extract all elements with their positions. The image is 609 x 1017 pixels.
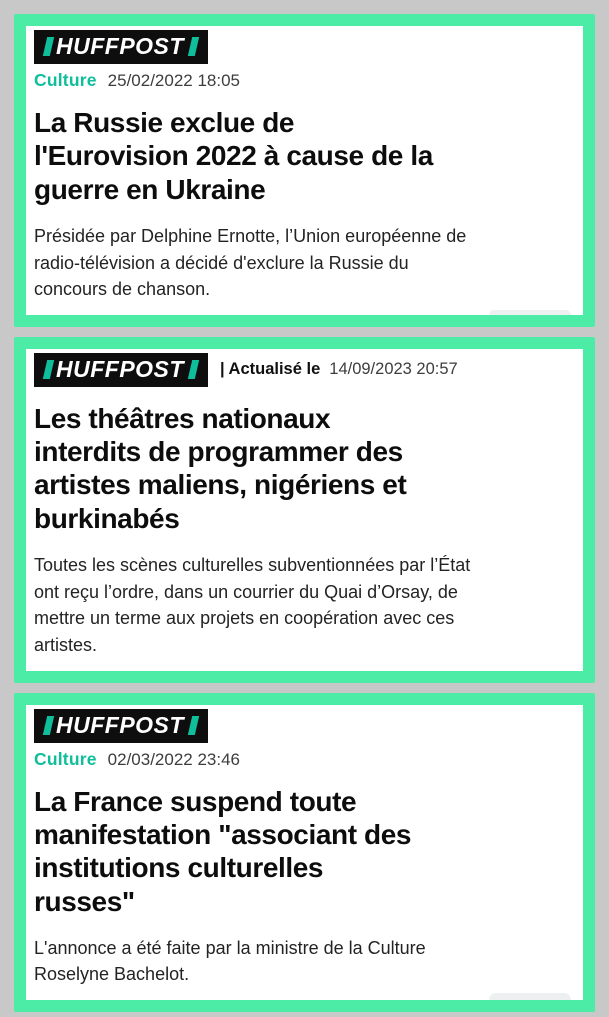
article-card-body: HUFFPOST | Actualisé le 14/09/2023 20:57…: [26, 348, 583, 671]
article-card-body: HUFFPOST Culture 25/02/2022 18:05 La Rus…: [26, 26, 583, 315]
logo-slash-left-icon: [42, 359, 55, 379]
faint-overlay-artifact: [489, 993, 571, 1001]
logo-row: HUFFPOST: [34, 29, 575, 64]
article-headline[interactable]: La France suspend toute manifestation "a…: [34, 785, 412, 917]
logo-text: HUFFPOST: [56, 711, 184, 738]
article-date: 14/09/2023 20:57: [329, 360, 458, 379]
article-description: Présidée par Delphine Ernotte, l’Union e…: [34, 225, 467, 300]
category-link[interactable]: Culture: [34, 748, 97, 769]
article-description: L'annonce a été faite par la ministre de…: [34, 937, 426, 985]
article-headline[interactable]: Les théâtres nationaux interdits de prog…: [34, 402, 407, 534]
logo-slash-right-icon: [187, 715, 200, 735]
logo-slash-right-icon: [187, 37, 200, 56]
huffpost-logo[interactable]: HUFFPOST: [34, 708, 208, 743]
article-card-theatres[interactable]: HUFFPOST | Actualisé le 14/09/2023 20:57…: [14, 336, 595, 683]
faint-overlay-artifact: [489, 309, 571, 315]
logo-slash-right-icon: [187, 359, 200, 379]
logo-row: HUFFPOST | Actualisé le 14/09/2023 20:57: [34, 352, 575, 387]
logo-slash-left-icon: [42, 715, 55, 735]
updated-label: | Actualisé le: [219, 360, 321, 379]
logo-row: HUFFPOST: [34, 708, 575, 743]
category-link[interactable]: Culture: [34, 70, 97, 90]
article-meta: Culture 02/03/2022 23:46: [34, 749, 575, 770]
article-description: Toutes les scènes culturelles subvention…: [34, 555, 471, 655]
article-card-eurovision[interactable]: HUFFPOST Culture 25/02/2022 18:05 La Rus…: [14, 14, 595, 327]
logo-text: HUFFPOST: [56, 355, 184, 382]
article-date: 02/03/2022 23:46: [107, 749, 241, 769]
logo-slash-left-icon: [42, 37, 55, 56]
article-date: 25/02/2022 18:05: [107, 71, 241, 90]
huffpost-logo[interactable]: HUFFPOST: [34, 352, 208, 387]
article-card-france-suspend[interactable]: HUFFPOST Culture 02/03/2022 23:46 La Fra…: [14, 692, 595, 1013]
article-card-body: HUFFPOST Culture 02/03/2022 23:46 La Fra…: [26, 704, 583, 1001]
article-headline[interactable]: La Russie exclue de l'Eurovision 2022 à …: [34, 107, 433, 205]
huffpost-logo[interactable]: HUFFPOST: [34, 30, 208, 64]
article-meta: Culture 25/02/2022 18:05: [34, 70, 575, 91]
logo-text: HUFFPOST: [56, 33, 184, 59]
